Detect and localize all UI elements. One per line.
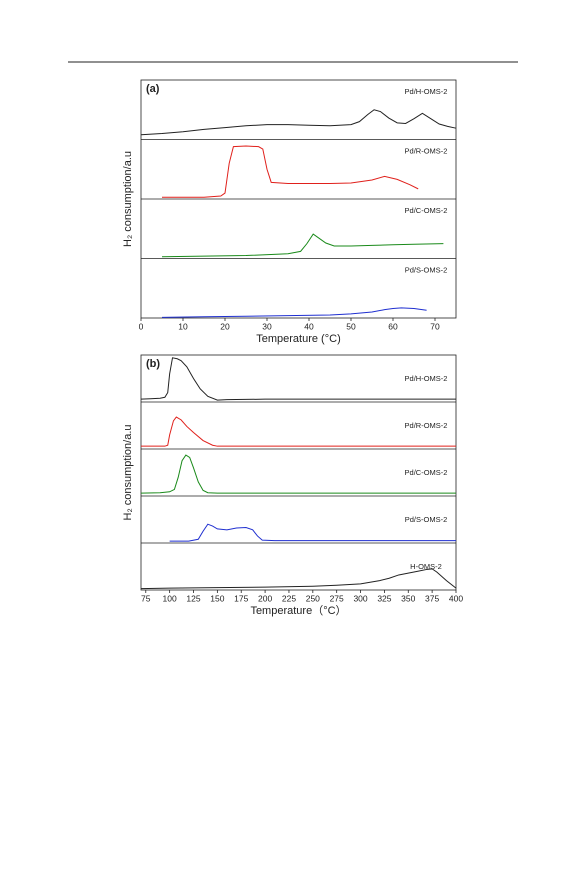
x-tick-label: 20 — [220, 321, 230, 331]
x-tick-label: 70 — [430, 321, 440, 331]
x-tick-label: 375 — [425, 593, 439, 603]
x-tick-label: 10 — [178, 321, 188, 331]
series-name: H-OMS-2 — [410, 562, 442, 571]
panel-label: (a) — [146, 83, 160, 95]
x-tick-label: 50 — [346, 321, 356, 331]
y-axis-label: H₂ consumption/a.u — [122, 425, 134, 521]
series-name: Pd/S-OMS-2 — [405, 265, 448, 274]
x-tick-label: 325 — [377, 593, 391, 603]
y-axis-label: H₂ consumption/a.u — [122, 151, 134, 247]
x-tick-label: 75 — [141, 593, 151, 603]
x-axis-label: Temperature（°C） — [250, 604, 346, 617]
curve — [141, 416, 456, 447]
series-name: Pd/R-OMS-2 — [405, 421, 448, 430]
curve — [140, 357, 456, 401]
x-tick-label: 250 — [306, 593, 320, 603]
curve — [162, 145, 419, 198]
x-tick-label: 400 — [449, 593, 463, 603]
curve — [169, 523, 456, 542]
x-tick-label: 100 — [163, 593, 177, 603]
x-tick-label: 125 — [186, 593, 200, 603]
x-tick-label: 225 — [282, 593, 296, 603]
series-name: Pd/H-OMS-2 — [405, 87, 448, 96]
x-tick-label: 175 — [234, 593, 248, 603]
curve — [161, 233, 444, 258]
series-name: Pd/R-OMS-2 — [405, 146, 448, 155]
x-tick-label: 150 — [210, 593, 224, 603]
x-tick-label: 0 — [139, 321, 144, 331]
x-tick-label: 60 — [388, 321, 398, 331]
series-name: Pd/H-OMS-2 — [405, 374, 448, 383]
series-name: Pd/C-OMS-2 — [405, 468, 448, 477]
x-tick-label: 200 — [258, 593, 272, 603]
x-tick-label: 350 — [401, 593, 415, 603]
x-axis-label: Temperature (°C) — [256, 333, 340, 345]
series-name: Pd/S-OMS-2 — [405, 515, 448, 524]
series-name: Pd/C-OMS-2 — [405, 206, 448, 215]
curve — [161, 307, 427, 318]
x-tick-label: 300 — [353, 593, 367, 603]
x-tick-label: 40 — [304, 321, 314, 331]
x-tick-label: 275 — [330, 593, 344, 603]
curve — [140, 109, 457, 136]
plot-frame — [140, 354, 457, 591]
curve — [140, 568, 457, 590]
panel-label: (b) — [146, 358, 160, 370]
curve — [140, 454, 456, 494]
x-tick-label: 30 — [262, 321, 272, 331]
